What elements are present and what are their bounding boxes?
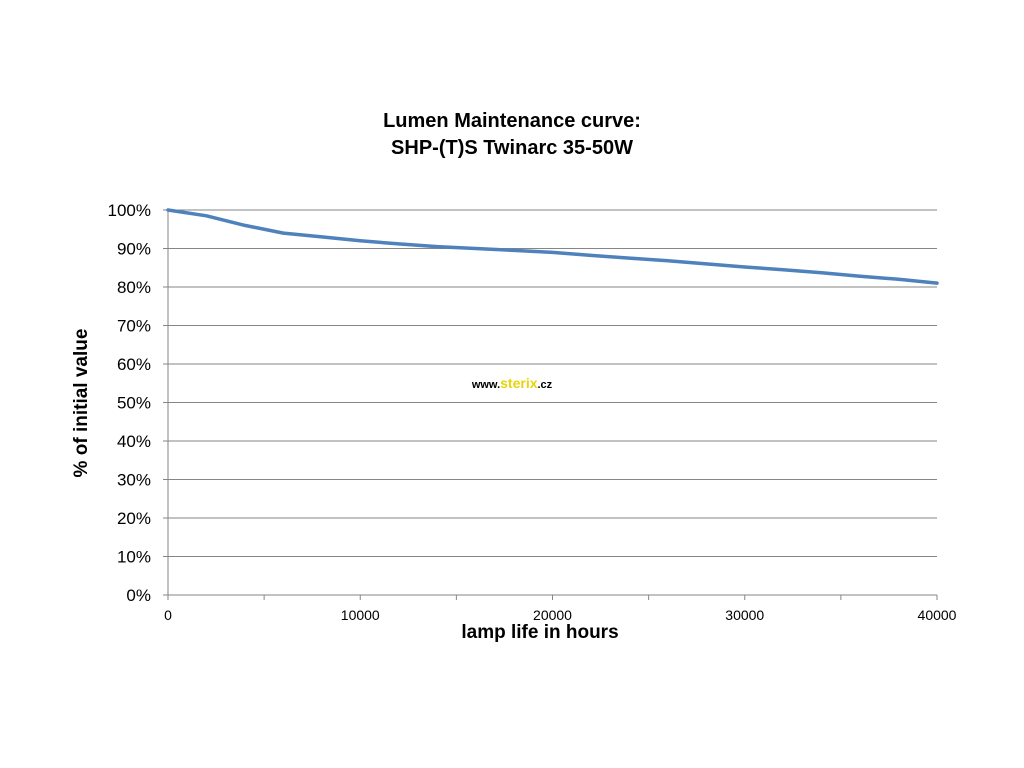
chart-title-line-2: SHP-(T)S Twinarc 35-50W [391,137,633,159]
x-tick-label-3: 30000 [725,607,764,623]
y-tick-label-10: 100% [108,201,151,220]
watermark-suffix: .cz [538,379,553,391]
watermark-brand: sterix [500,375,538,391]
x-tick-label-4: 40000 [918,607,957,623]
y-axis-label: % of initial value [71,329,92,478]
y-tick-label-0: 0% [126,586,151,605]
x-tick-label-0: 0 [164,607,172,623]
x-tick-labels: 0 10000 20000 30000 40000 [164,607,957,623]
y-tick-label-3: 30% [117,471,151,490]
x-axis-label: lamp life in hours [461,622,618,643]
axes [163,209,938,600]
series-lines [166,208,939,285]
y-tick-label-6: 60% [117,355,151,374]
watermark: www.sterix.cz [471,375,553,391]
gridlines [168,209,937,557]
y-tick-label-4: 40% [117,432,151,451]
x-tick-label-2: 20000 [533,607,572,623]
y-tick-labels: 0% 10% 20% 30% 40% 50% 60% 70% 80% 90% 100% [108,201,151,605]
y-tick-label-2: 20% [117,509,151,528]
chart-title-line-1: Lumen Maintenance curve: [383,110,641,132]
chart-title: Lumen Maintenance curve: SHP-(T)S Twinar… [383,110,641,159]
y-tick-label-5: 50% [117,394,151,413]
y-tick-label-7: 70% [117,317,151,336]
y-tick-label-9: 90% [117,240,151,259]
watermark-prefix: www. [471,379,500,391]
y-tick-label-8: 80% [117,278,151,297]
x-tick-label-1: 10000 [341,607,380,623]
y-tick-label-1: 10% [117,548,151,567]
series-line-0 [166,208,939,285]
